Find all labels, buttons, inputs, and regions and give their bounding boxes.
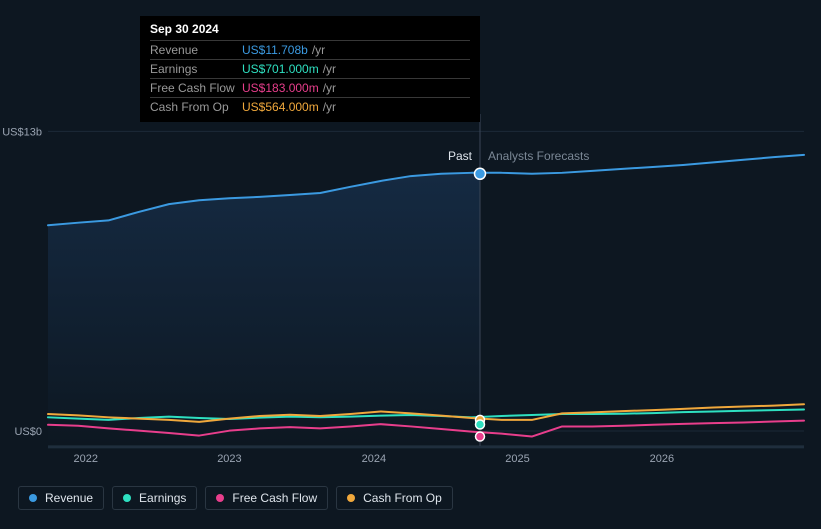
tooltip-date: Sep 30 2024 bbox=[150, 22, 470, 40]
tooltip-metric-value: US$564.000m bbox=[242, 100, 319, 114]
tooltip-metric-value: US$183.000m bbox=[242, 81, 319, 95]
legend-item-revenue[interactable]: Revenue bbox=[18, 486, 104, 510]
tooltip-metric-label: Cash From Op bbox=[150, 100, 242, 114]
tooltip-unit: /yr bbox=[323, 100, 336, 114]
legend-dot-icon bbox=[123, 494, 131, 502]
tooltip-metric-label: Earnings bbox=[150, 62, 242, 76]
tooltip-metric-label: Revenue bbox=[150, 43, 242, 57]
legend-dot-icon bbox=[347, 494, 355, 502]
tooltip-unit: /yr bbox=[312, 43, 325, 57]
x-axis-label: 2026 bbox=[650, 453, 674, 465]
x-axis-label: 2023 bbox=[217, 453, 241, 465]
tooltip-row: EarningsUS$701.000m/yr bbox=[150, 59, 470, 78]
hover-tooltip: Sep 30 2024 RevenueUS$11.708b/yrEarnings… bbox=[140, 16, 480, 122]
legend: Revenue Earnings Free Cash Flow Cash From O… bbox=[18, 486, 453, 510]
tooltip-unit: /yr bbox=[323, 62, 336, 76]
legend-label: Revenue bbox=[45, 491, 93, 505]
legend-item-earnings[interactable]: Earnings bbox=[112, 486, 197, 510]
tooltip-row: Cash From OpUS$564.000m/yr bbox=[150, 97, 470, 116]
tooltip-metric-label: Free Cash Flow bbox=[150, 81, 242, 95]
tooltip-metric-value: US$11.708b bbox=[242, 43, 308, 57]
forecast-label: Analysts Forecasts bbox=[488, 149, 589, 163]
past-label: Past bbox=[448, 149, 473, 163]
legend-item-free-cash-flow[interactable]: Free Cash Flow bbox=[205, 486, 328, 510]
legend-label: Free Cash Flow bbox=[232, 491, 317, 505]
x-axis-label: 2022 bbox=[74, 453, 98, 465]
y-axis-label: US$0 bbox=[14, 426, 42, 438]
financial-chart: US$13b US$0 Past Analysts Forecasts 2022 2023… bbox=[0, 0, 821, 524]
legend-label: Cash From Op bbox=[363, 491, 442, 505]
x-axis-label: 2025 bbox=[505, 453, 529, 465]
tooltip-unit: /yr bbox=[323, 81, 336, 95]
x-axis-label: 2024 bbox=[362, 453, 386, 465]
legend-item-cash-from-op[interactable]: Cash From Op bbox=[336, 486, 453, 510]
legend-dot-icon bbox=[29, 494, 37, 502]
legend-label: Earnings bbox=[139, 491, 186, 505]
tooltip-row: RevenueUS$11.708b/yr bbox=[150, 40, 470, 59]
legend-dot-icon bbox=[216, 494, 224, 502]
tooltip-metric-value: US$701.000m bbox=[242, 62, 319, 76]
y-axis-label: US$13b bbox=[2, 126, 42, 138]
tooltip-row: Free Cash FlowUS$183.000m/yr bbox=[150, 78, 470, 97]
